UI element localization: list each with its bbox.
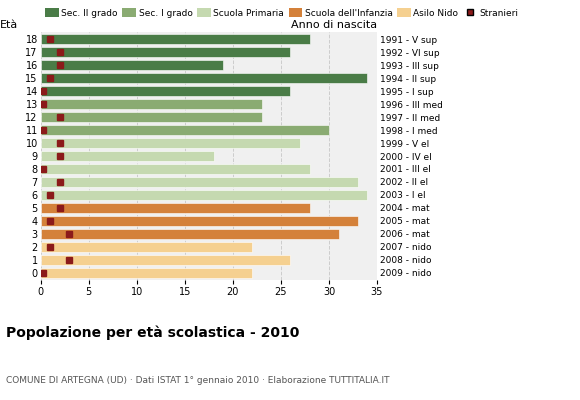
Bar <box>41 112 262 122</box>
Bar <box>41 216 358 226</box>
Bar <box>41 34 310 44</box>
Bar <box>41 73 367 83</box>
Text: Anno di nascita: Anno di nascita <box>291 20 377 30</box>
Bar <box>41 60 223 70</box>
Bar <box>41 229 339 239</box>
Legend: Sec. II grado, Sec. I grado, Scuola Primaria, Scuola dell'Infanzia, Asilo Nido, : Sec. II grado, Sec. I grado, Scuola Prim… <box>45 8 518 18</box>
Bar <box>41 242 252 252</box>
Bar <box>41 99 262 109</box>
Text: Popolazione per età scolastica - 2010: Popolazione per età scolastica - 2010 <box>6 326 299 340</box>
Bar <box>41 86 291 96</box>
Bar <box>41 151 213 161</box>
Bar <box>41 177 358 187</box>
Bar <box>41 190 367 200</box>
Text: Età: Età <box>0 20 19 30</box>
Bar <box>41 47 291 57</box>
Bar <box>41 203 310 213</box>
Bar <box>41 125 329 135</box>
Text: COMUNE DI ARTEGNA (UD) · Dati ISTAT 1° gennaio 2010 · Elaborazione TUTTITALIA.IT: COMUNE DI ARTEGNA (UD) · Dati ISTAT 1° g… <box>6 376 389 385</box>
Bar <box>41 138 300 148</box>
Bar <box>41 255 291 265</box>
Bar <box>41 268 252 278</box>
Bar <box>41 164 310 174</box>
